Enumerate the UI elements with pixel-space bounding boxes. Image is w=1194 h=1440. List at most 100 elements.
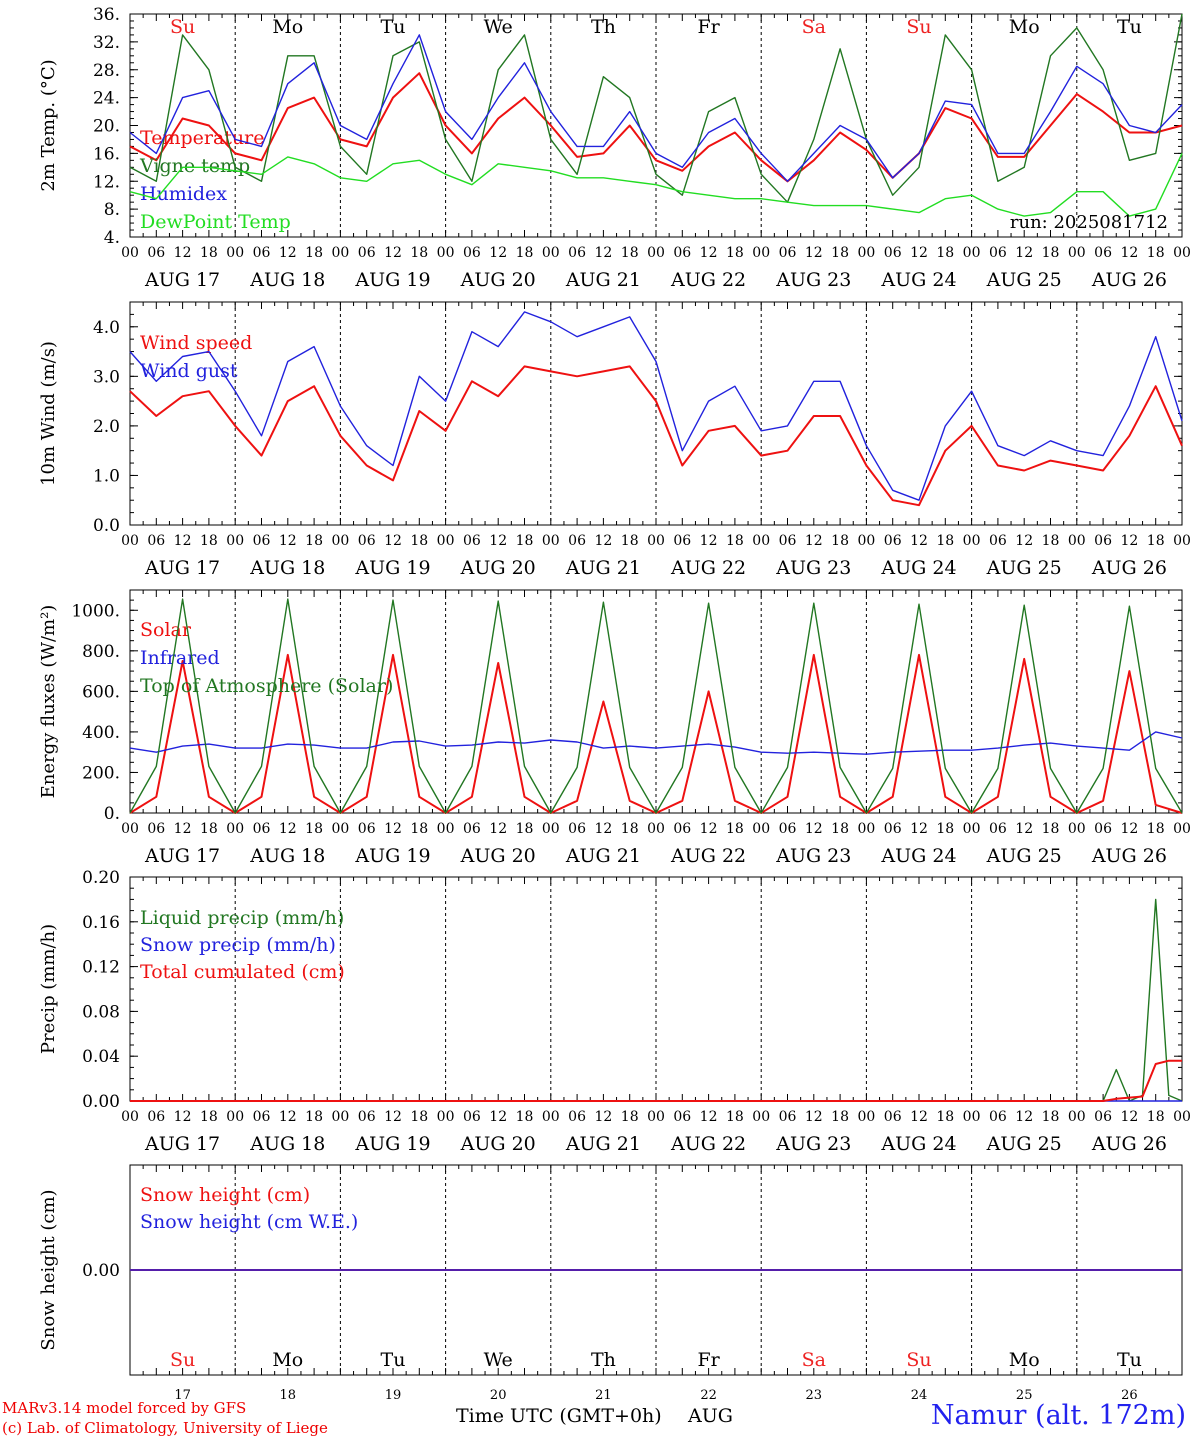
weekday-label: Tu bbox=[1117, 16, 1142, 38]
y-tick-label: 1.0 bbox=[93, 466, 120, 486]
hour-tick-label: 12 bbox=[594, 1109, 612, 1125]
hour-tick-label: 18 bbox=[516, 533, 534, 549]
y-axis-label: 10m Wind (m/s) bbox=[38, 341, 59, 486]
y-tick-label: 28. bbox=[93, 61, 120, 81]
date-label: AUG 23 bbox=[775, 1133, 851, 1155]
date-label: AUG 20 bbox=[460, 1133, 536, 1155]
hour-tick-label: 12 bbox=[1015, 533, 1033, 549]
run-annotation: run: 2025081712 bbox=[1010, 212, 1168, 233]
hour-tick-label: 18 bbox=[936, 1109, 954, 1125]
hour-tick-label: 18 bbox=[516, 821, 534, 837]
date-label: AUG 22 bbox=[670, 269, 746, 291]
hour-tick-label: 00 bbox=[121, 1109, 139, 1125]
hour-tick-label: 12 bbox=[174, 1109, 192, 1125]
weekday-label: Su bbox=[170, 16, 195, 38]
hour-tick-label: 12 bbox=[594, 245, 612, 261]
hour-tick-label: 18 bbox=[726, 245, 744, 261]
hour-tick-label: 12 bbox=[805, 821, 823, 837]
hour-tick-label: 06 bbox=[463, 533, 481, 549]
hour-tick-label: 18 bbox=[1147, 245, 1165, 261]
hour-tick-label: 00 bbox=[331, 533, 349, 549]
hour-tick-label: 18 bbox=[305, 821, 323, 837]
day-number-label: 17 bbox=[174, 1388, 191, 1403]
date-label: AUG 17 bbox=[144, 269, 220, 291]
weekday-label: Tu bbox=[1117, 1349, 1142, 1371]
day-number-label: 19 bbox=[385, 1388, 402, 1403]
hour-tick-label: 06 bbox=[253, 1109, 271, 1125]
hour-tick-label: 18 bbox=[621, 1109, 639, 1125]
hour-tick-label: 06 bbox=[989, 821, 1007, 837]
hour-tick-label: 12 bbox=[1015, 245, 1033, 261]
hour-tick-label: 18 bbox=[621, 533, 639, 549]
date-label: AUG 18 bbox=[249, 845, 325, 867]
series-line-dewpoint-temp bbox=[129, 153, 1183, 217]
day-number-label: 25 bbox=[1016, 1388, 1033, 1403]
weekday-label: Sa bbox=[802, 16, 826, 38]
y-tick-label: 12. bbox=[93, 172, 120, 192]
hour-tick-label: 18 bbox=[410, 1109, 428, 1125]
hour-tick-label: 06 bbox=[884, 1109, 902, 1125]
hour-tick-label: 12 bbox=[174, 821, 192, 837]
hour-tick-label: 00 bbox=[1068, 1109, 1086, 1125]
hour-tick-label: 18 bbox=[516, 245, 534, 261]
hour-tick-label: 18 bbox=[305, 245, 323, 261]
hour-tick-label: 06 bbox=[463, 245, 481, 261]
date-label: AUG 18 bbox=[249, 557, 325, 579]
hour-tick-label: 18 bbox=[831, 533, 849, 549]
hour-tick-label: 12 bbox=[805, 1109, 823, 1125]
hour-tick-label: 12 bbox=[1120, 245, 1138, 261]
hour-tick-label: 00 bbox=[542, 821, 560, 837]
hour-tick-label: 12 bbox=[1120, 533, 1138, 549]
hour-tick-label: 06 bbox=[673, 821, 691, 837]
hour-tick-label: 12 bbox=[279, 245, 297, 261]
hour-tick-label: 06 bbox=[989, 533, 1007, 549]
day-number-label: 21 bbox=[595, 1388, 612, 1403]
footer-credit-line2: (c) Lab. of Climatology, University of L… bbox=[2, 1419, 328, 1437]
hour-tick-label: 06 bbox=[673, 533, 691, 549]
hour-tick-label: 12 bbox=[910, 245, 928, 261]
weekday-label: Sa bbox=[802, 1349, 826, 1371]
hour-tick-label: 12 bbox=[910, 821, 928, 837]
hour-tick-label: 00 bbox=[857, 533, 875, 549]
hour-tick-label: 06 bbox=[673, 1109, 691, 1125]
hour-tick-label: 00 bbox=[752, 821, 770, 837]
hour-tick-label: 06 bbox=[147, 533, 165, 549]
date-label: AUG 18 bbox=[249, 1133, 325, 1155]
hour-tick-label: 12 bbox=[700, 1109, 718, 1125]
hour-tick-label: 00 bbox=[121, 245, 139, 261]
date-label: AUG 21 bbox=[565, 1133, 641, 1155]
series-line-humidex bbox=[129, 34, 1183, 183]
y-tick-label: 2.0 bbox=[93, 417, 120, 437]
hour-tick-label: 06 bbox=[463, 821, 481, 837]
y-tick-label: 3.0 bbox=[93, 367, 120, 387]
hour-tick-label: 18 bbox=[410, 245, 428, 261]
date-label: AUG 21 bbox=[565, 269, 641, 291]
hour-tick-label: 06 bbox=[358, 1109, 376, 1125]
y-tick-label: 4. bbox=[104, 228, 120, 248]
hour-tick-label: 18 bbox=[936, 533, 954, 549]
hour-tick-label: 00 bbox=[1173, 1109, 1191, 1125]
hour-tick-label: 00 bbox=[963, 821, 981, 837]
date-label: AUG 25 bbox=[986, 557, 1062, 579]
y-tick-label: 0.00 bbox=[82, 1261, 120, 1281]
weekday-label: Fr bbox=[697, 16, 720, 38]
date-label: AUG 25 bbox=[986, 269, 1062, 291]
date-label: AUG 17 bbox=[144, 557, 220, 579]
hour-tick-label: 00 bbox=[331, 245, 349, 261]
hour-tick-label: 18 bbox=[726, 533, 744, 549]
hour-tick-label: 06 bbox=[779, 245, 797, 261]
hour-tick-label: 00 bbox=[1068, 821, 1086, 837]
date-label: AUG 19 bbox=[354, 269, 430, 291]
weekday-label: Mo bbox=[272, 16, 303, 38]
hour-tick-label: 18 bbox=[1042, 821, 1060, 837]
day-number-label: 24 bbox=[911, 1388, 928, 1403]
hour-tick-label: 06 bbox=[253, 245, 271, 261]
hour-tick-label: 06 bbox=[884, 533, 902, 549]
date-label: AUG 24 bbox=[880, 269, 956, 291]
weekday-label: Th bbox=[591, 1349, 616, 1371]
hour-tick-label: 18 bbox=[621, 821, 639, 837]
y-tick-label: 24. bbox=[93, 89, 120, 109]
hour-tick-label: 12 bbox=[279, 821, 297, 837]
legend-entry: Top of Atmosphere (Solar) bbox=[140, 675, 393, 697]
footer-station-label: Namur (alt. 172m) bbox=[930, 1400, 1186, 1431]
